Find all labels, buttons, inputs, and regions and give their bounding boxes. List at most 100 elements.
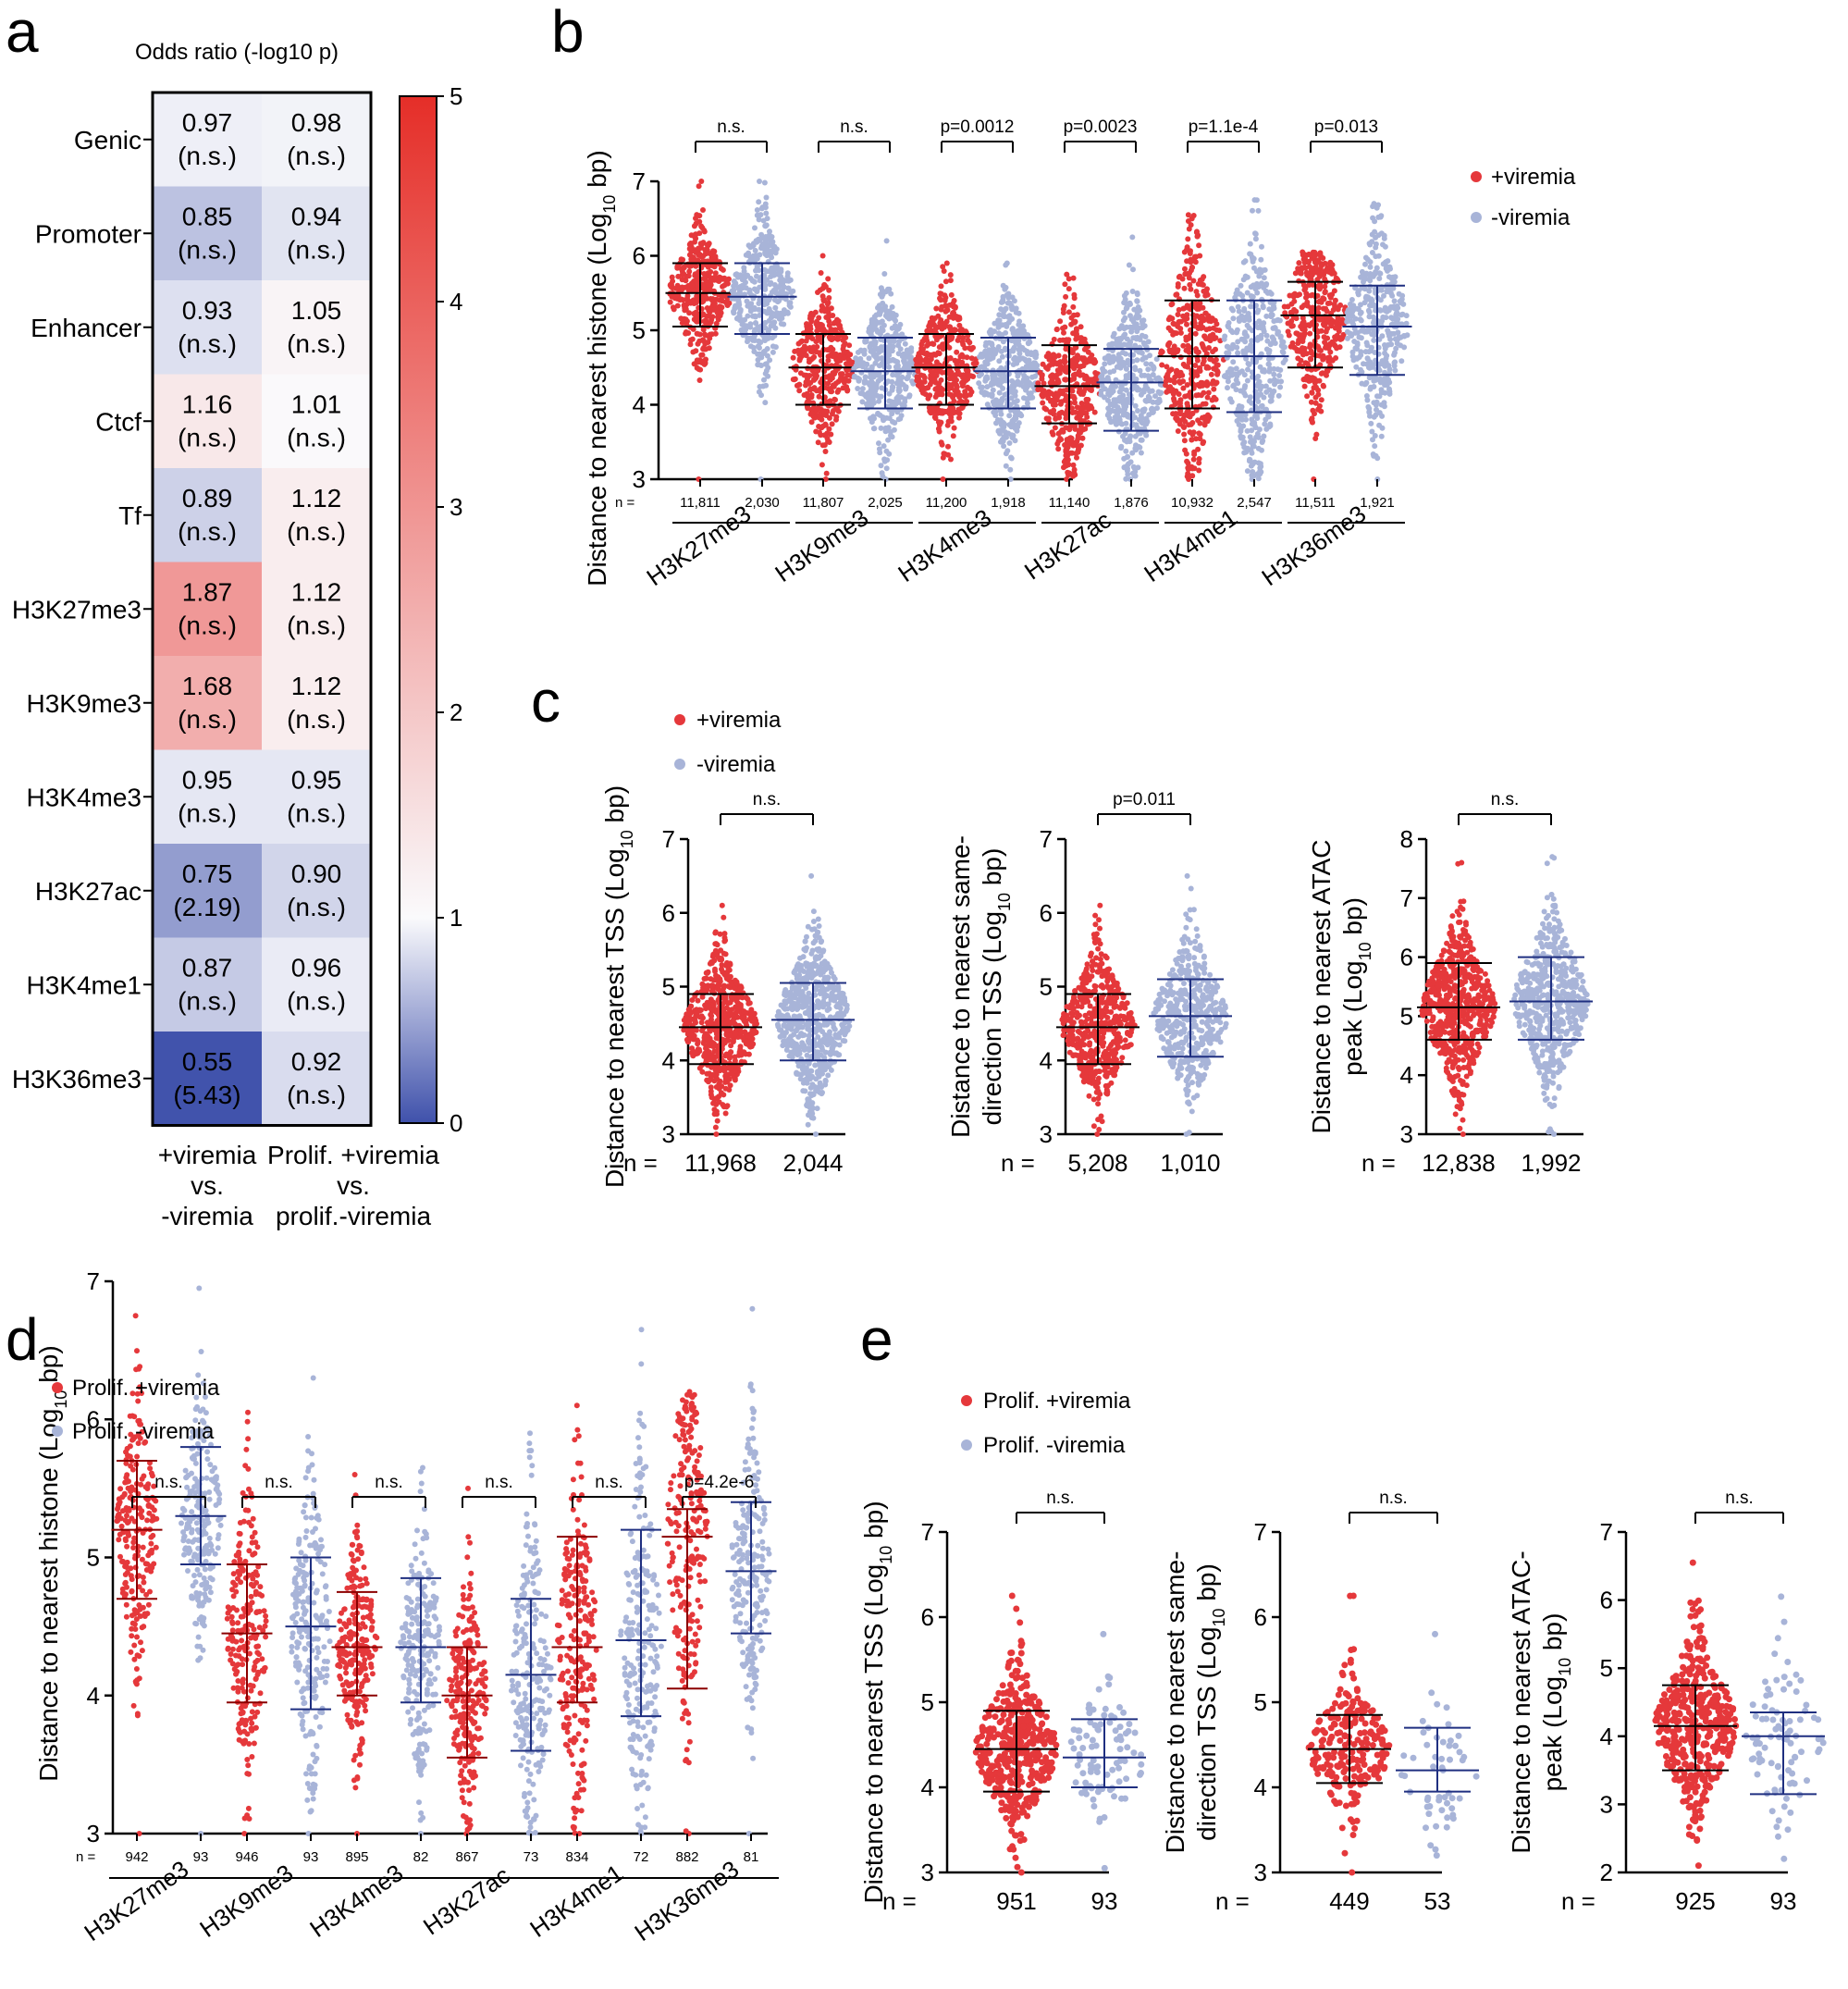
b-H3K9me3-s1-point bbox=[902, 340, 908, 347]
b-H3K27me3-s1-point bbox=[763, 210, 770, 216]
b-H3K4me1-s1-point bbox=[1225, 323, 1231, 329]
b-H3K36me3-s1-point bbox=[1396, 290, 1402, 297]
b-H3K36me3-s0-point bbox=[1293, 315, 1300, 322]
b-H3K36me3-s0-point bbox=[1299, 304, 1305, 311]
b-H3K4me1-s0-point bbox=[1175, 428, 1181, 434]
b-H3K27me3-s1-point bbox=[772, 344, 779, 351]
heatmap-cell bbox=[262, 93, 371, 187]
b-H3K4me3-s0-point bbox=[956, 411, 963, 416]
b-H3K27ac-s0-point bbox=[1066, 286, 1072, 292]
b-H3K4me1-s0-point bbox=[1165, 341, 1172, 347]
b-H3K9me3-s1-point bbox=[855, 386, 861, 391]
b-H3K4me1-s0-point bbox=[1181, 438, 1188, 444]
b-H3K27me3-s0-point bbox=[683, 278, 689, 284]
b-H3K9me3-s1-point bbox=[885, 286, 891, 292]
b-H3K4me3-s1-point bbox=[997, 379, 1004, 386]
b-H3K27me3-s1-point bbox=[757, 179, 762, 184]
b-H3K36me3-s0-point bbox=[1318, 408, 1324, 414]
b-H3K9me3-s1-point bbox=[898, 394, 905, 401]
b-H3K9me3-s0-point bbox=[832, 397, 838, 403]
b-H3K27me3-s0-point bbox=[683, 305, 689, 312]
b-H3K4me3-s1-point bbox=[1017, 411, 1024, 417]
b-H3K27me3-s0-point bbox=[696, 245, 702, 252]
heatmap-row-label: Tf bbox=[118, 501, 142, 530]
b-H3K4me1-s1-point bbox=[1249, 427, 1255, 434]
b-H3K9me3-s1-point bbox=[888, 347, 894, 353]
b-H3K36me3-s0-point bbox=[1304, 393, 1311, 400]
b-H3K36me3-s1-point bbox=[1345, 315, 1350, 321]
b-H3K27me3-s0-point bbox=[696, 213, 703, 219]
heatmap-title: Odds ratio (-log10 p) bbox=[135, 40, 339, 65]
b-H3K4me1-s0-point bbox=[1189, 216, 1195, 222]
b-H3K9me3-s0-point bbox=[814, 327, 820, 334]
b-H3K4me1-s0-point bbox=[1177, 329, 1184, 336]
b-H3K27ac-s1-point bbox=[1130, 324, 1137, 330]
b-H3K9me3-s0-point bbox=[822, 476, 829, 482]
b-H3K4me1-s0-point bbox=[1192, 330, 1199, 337]
b-H3K4me3-s0-point bbox=[957, 327, 964, 334]
b-H3K9me3-s1-point bbox=[879, 318, 885, 325]
b-H3K27me3-s0-point bbox=[693, 317, 699, 324]
b-H3K27me3-s0-point bbox=[695, 330, 700, 337]
b-H3K27me3-s0-point bbox=[693, 309, 699, 315]
b-H3K4me3-s0-point bbox=[933, 305, 940, 312]
b-H3K4me1-s1-point bbox=[1255, 434, 1262, 440]
b-H3K27me3-s1-point bbox=[763, 382, 770, 389]
b-H3K27ac-s1-point bbox=[1143, 432, 1150, 439]
b-H3K27ac-s1-point bbox=[1139, 332, 1145, 339]
b-H3K9me3-s1-point bbox=[889, 378, 895, 385]
b-H3K27me3-s1-point bbox=[778, 315, 783, 321]
heatmap-row-label: H3K27me3 bbox=[12, 595, 142, 624]
b-H3K4me1-s1-point bbox=[1240, 350, 1247, 356]
b-H3K4me3-s1-point bbox=[1014, 398, 1020, 404]
b-H3K27ac-s0-point bbox=[1072, 472, 1078, 478]
b-H3K36me3-s0-point bbox=[1297, 291, 1302, 298]
b-H3K9me3-s0-point bbox=[819, 442, 826, 449]
b-H3K27ac-s1-point bbox=[1112, 414, 1118, 420]
b-H3K9me3-s0-point bbox=[821, 408, 827, 414]
b-H3K27me3-s1-point bbox=[773, 310, 780, 316]
b-H3K4me1-s1-point bbox=[1254, 391, 1261, 398]
b-H3K27ac-s0-point bbox=[1078, 390, 1084, 397]
b-n-value: 11,807 bbox=[803, 495, 844, 511]
b-H3K4me3-s1-point bbox=[983, 374, 990, 380]
b-H3K9me3-s0-point bbox=[823, 470, 830, 476]
b-H3K27me3-s1-point bbox=[751, 286, 758, 292]
b-H3K4me1-s1-point bbox=[1244, 377, 1250, 384]
b-H3K36me3-s1-point bbox=[1361, 328, 1368, 335]
b-H3K36me3-s1-point bbox=[1379, 413, 1386, 419]
b-H3K4me1-s0-point bbox=[1197, 420, 1203, 426]
b-H3K27me3-s1-point bbox=[764, 352, 770, 359]
b-H3K36me3-s1-point bbox=[1401, 333, 1408, 340]
b-H3K9me3-s0-point bbox=[827, 398, 833, 404]
b-H3K4me1-s0-point bbox=[1185, 304, 1191, 311]
b-H3K27me3-s0-point bbox=[724, 302, 731, 308]
b-H3K4me3-s0-point bbox=[943, 260, 950, 266]
heatmap-cell-value: 0.92 bbox=[291, 1047, 342, 1076]
b-H3K4me1-s1-point bbox=[1252, 231, 1259, 237]
b-H3K27ac-s1-point bbox=[1113, 383, 1119, 389]
b-H3K4me1-s1-point bbox=[1254, 290, 1261, 296]
b-H3K9me3-s0-point bbox=[795, 340, 802, 347]
panel-letter-d: d bbox=[6, 1306, 39, 1373]
b-H3K36me3-s1-point bbox=[1386, 386, 1392, 392]
b-H3K9me3-s0-point bbox=[823, 315, 830, 320]
b-H3K4me3-s1-point bbox=[983, 390, 990, 397]
b-H3K4me1-s0-point bbox=[1164, 374, 1171, 379]
heatmap-row-label: H3K36me3 bbox=[12, 1065, 142, 1093]
b-n-value: 11,811 bbox=[680, 495, 721, 511]
b-H3K4me1-s0-point bbox=[1189, 265, 1195, 271]
b-H3K36me3-s1-point bbox=[1395, 329, 1401, 336]
b-H3K4me1-s0-point bbox=[1203, 327, 1210, 333]
b-H3K4me1-s1-point bbox=[1261, 275, 1267, 281]
b-H3K27ac-s0-point bbox=[1057, 318, 1064, 325]
b-H3K27ac-s0-point bbox=[1073, 327, 1079, 334]
b-H3K36me3-s1-point bbox=[1385, 258, 1391, 265]
b-H3K27me3-s0-point bbox=[682, 284, 688, 290]
b-n-value: 11,200 bbox=[926, 495, 967, 511]
b-H3K36me3-s0-point bbox=[1315, 344, 1322, 351]
b-H3K4me1-s0-point bbox=[1190, 429, 1197, 436]
b-H3K4me1-s1-point bbox=[1256, 273, 1263, 279]
b-H3K4me3-s1-point bbox=[1014, 360, 1020, 366]
b-H3K27ac-s0-point bbox=[1066, 337, 1072, 343]
